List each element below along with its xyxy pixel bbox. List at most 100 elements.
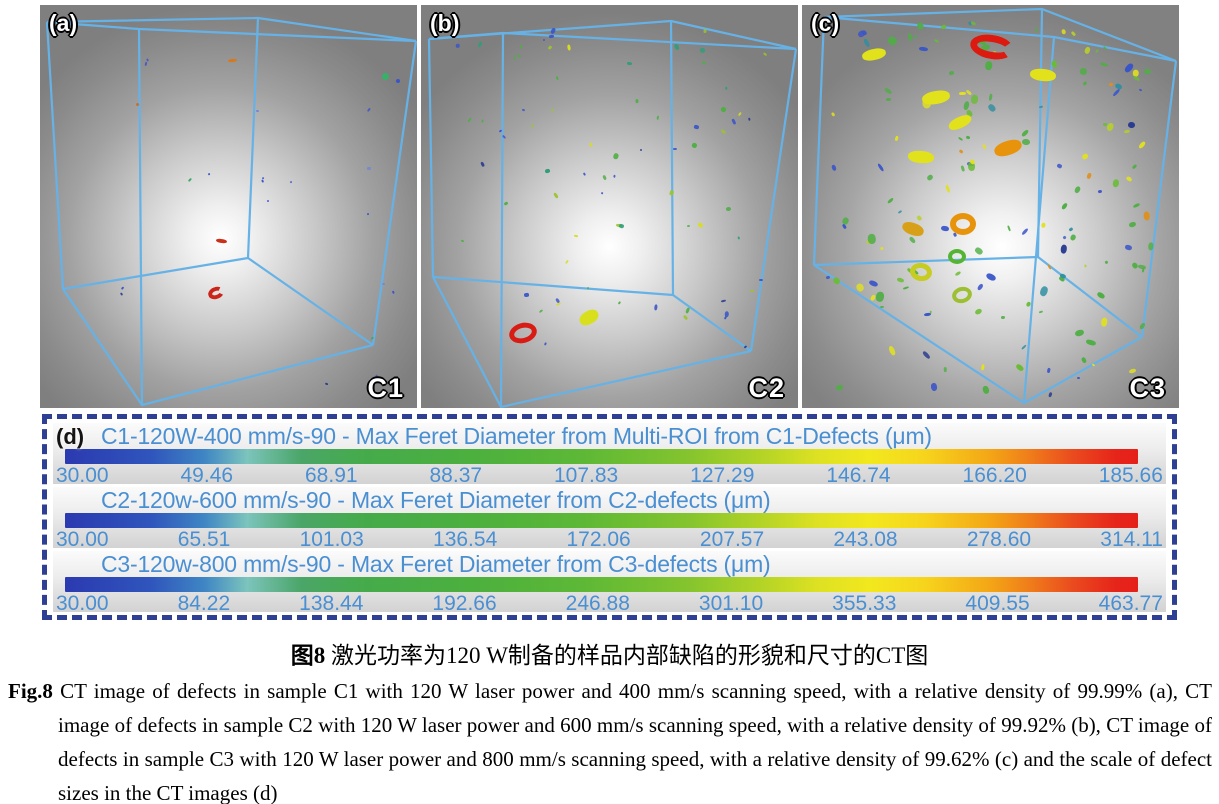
defect-speck [876,162,885,173]
defect-speck [530,124,534,129]
defect-speck [481,119,485,124]
defect-speck [943,367,947,372]
defect-speck [1046,367,1051,373]
defect-speck [260,179,265,184]
defect-speck [519,46,523,49]
panel-label-a: (a) [49,10,78,36]
defect-speck [868,279,880,288]
defect-speck [1025,300,1032,308]
sample-label-c1: C1 [367,373,404,403]
ct-panel-c2: (b) C2 [421,5,798,408]
defect-speck [392,290,395,294]
caption-zh-text: 激光功率为120 W制备的样品内部缺陷的形貌和尺寸的CT图 [325,643,929,668]
defect-speck [1080,152,1089,160]
defect-speck [586,286,590,290]
defect-layer [802,5,1179,408]
defect-ring [948,249,966,264]
scale-value: 207.57 [699,528,765,551]
defect-speck [499,129,503,133]
scale-value: 463.77 [1098,592,1163,615]
defect-speck [370,335,376,340]
scale-value: 88.37 [429,464,483,487]
defect-speck [1094,48,1100,54]
defect-blob [900,219,926,239]
defect-speck [564,260,569,265]
scale-value: 49.46 [180,464,234,487]
defect-speck [480,161,486,168]
defect-speck [144,61,148,66]
defect-speck [897,210,903,215]
defect-speck [725,86,728,89]
defect-speck [1074,328,1085,337]
defect-blob [1029,67,1057,83]
defect-speck [456,44,461,49]
defect-speck [986,103,997,113]
defect-arc [206,284,226,302]
defect-speck [1092,363,1096,367]
defect-speck [854,282,866,294]
defect-speck [720,299,726,303]
defect-speck [617,300,621,305]
defect-speck [830,112,836,118]
defect-dash [215,238,228,244]
defect-ring [506,319,540,347]
defect-ring [950,213,976,235]
defect-speck [567,43,572,51]
defect-speck [1050,59,1058,69]
defect-speck [618,223,625,229]
defect-speck [1127,122,1136,129]
defect-speck [923,312,932,317]
defect-speck [1112,178,1121,189]
defect-ring [908,261,934,283]
scale-value: 301.10 [698,592,764,615]
defect-speck [1061,28,1067,35]
defect-speck [1006,225,1011,232]
defect-speck [841,216,850,226]
defect-speck [1000,315,1006,319]
scale-gradient-bar-c2 [65,513,1138,528]
defect-speck [539,308,544,313]
defect-speck [1056,162,1063,169]
defect-speck [1083,46,1091,55]
defect-speck [902,286,909,291]
defect-speck [831,164,838,172]
defect-speck [758,278,764,282]
defect-speck [825,275,831,280]
defect-speck [945,184,951,193]
defect-blob [992,137,1024,159]
defect-speck [1132,75,1141,82]
defect-speck [988,93,992,101]
defect-speck [697,222,704,229]
defect-speck [1038,106,1043,110]
defect-speck [503,201,509,206]
defect-speck [119,291,124,296]
defect-speck [879,306,884,309]
defect-speck [208,172,212,176]
defect-speck [1138,88,1143,92]
defect-speck [750,289,755,292]
defect-speck [862,37,871,48]
defect-speck [626,61,632,66]
scale-value: 278.60 [966,528,1032,551]
defect-layer [421,5,798,408]
defect-speck [948,70,955,76]
defect-speck [985,272,997,283]
defect-speck [886,197,895,205]
defect-speck [918,46,929,52]
defect-speck [135,102,140,107]
defect-speck [1130,261,1139,270]
scale-value: 146.74 [826,464,891,487]
scale-value: 243.08 [833,528,898,551]
defect-speck [1132,202,1141,209]
defect-speck [543,38,546,42]
defect-speck [981,384,990,395]
scale-value: 107.83 [554,464,619,487]
defect-speck [883,87,893,96]
defect-speck [289,180,293,184]
defect-speck [544,341,547,346]
panel-label-c: (c) [811,10,840,36]
ct-panel-c1: (a) C1 [40,5,417,408]
defect-speck [907,32,914,42]
defect-speck [516,54,522,59]
